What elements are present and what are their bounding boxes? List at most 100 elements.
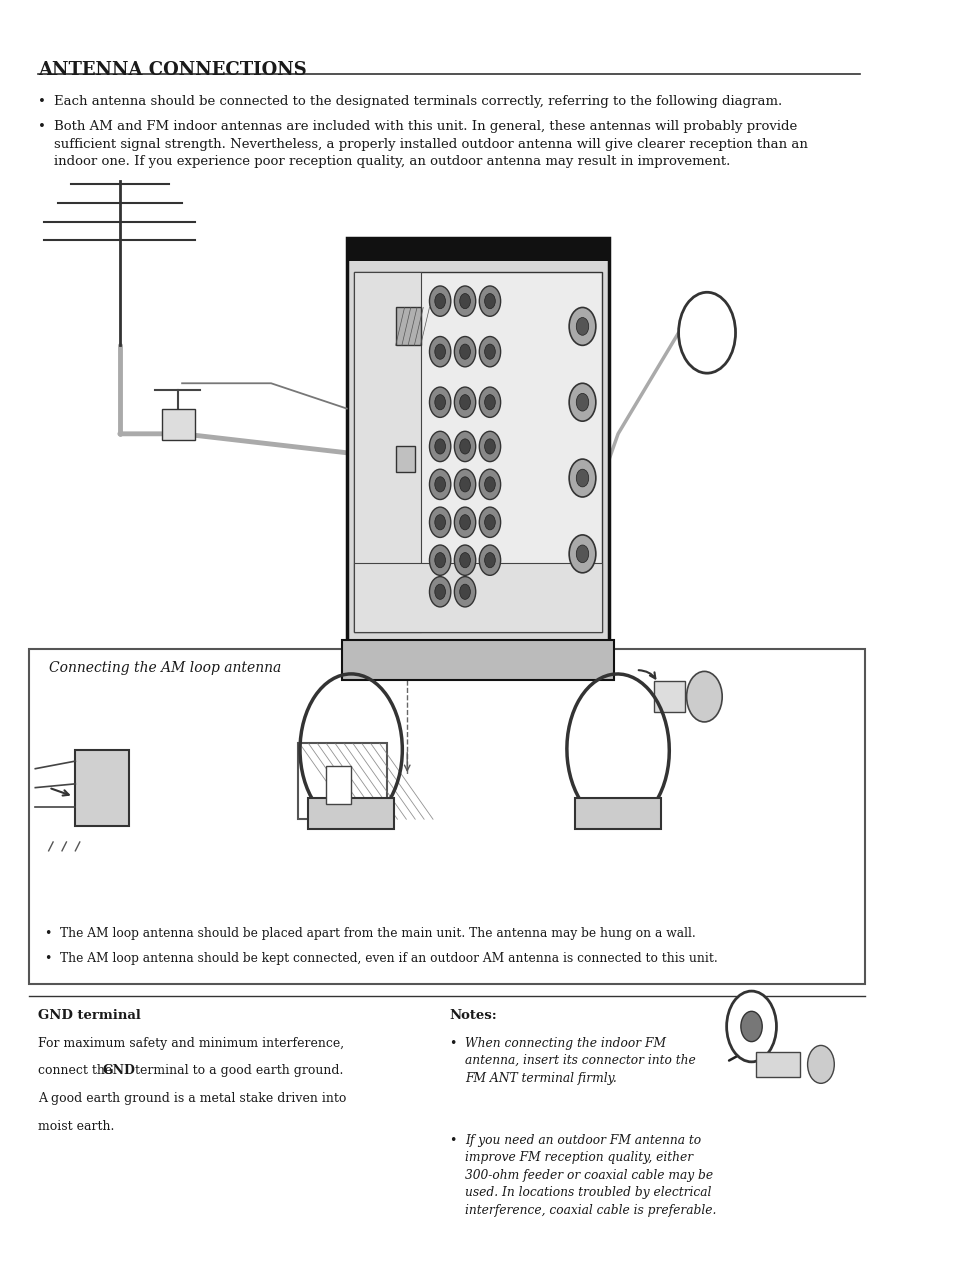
Circle shape — [435, 394, 445, 410]
Text: TAPE 2: TAPE 2 — [405, 557, 424, 562]
Circle shape — [478, 387, 500, 417]
Bar — [342, 640, 613, 681]
Bar — [346, 238, 609, 642]
Circle shape — [478, 337, 500, 366]
Bar — [653, 682, 684, 712]
Circle shape — [740, 1011, 761, 1042]
Circle shape — [484, 294, 495, 309]
Circle shape — [435, 477, 445, 492]
Text: REC OUT: REC OUT — [399, 589, 424, 594]
Text: moist earth.: moist earth. — [38, 1119, 114, 1133]
Circle shape — [429, 508, 451, 538]
Circle shape — [459, 439, 470, 454]
Circle shape — [484, 552, 495, 567]
Circle shape — [454, 508, 476, 538]
Circle shape — [429, 469, 451, 500]
Circle shape — [435, 294, 445, 309]
Bar — [395, 446, 415, 472]
Circle shape — [435, 552, 445, 567]
Circle shape — [459, 294, 470, 309]
Circle shape — [478, 469, 500, 500]
Circle shape — [569, 536, 596, 572]
Text: For maximum safety and minimum interference,: For maximum safety and minimum interfere… — [38, 1037, 344, 1049]
Circle shape — [484, 345, 495, 359]
Text: AUDIO SIGNAL: AUDIO SIGNAL — [384, 299, 424, 304]
Text: CD: CD — [416, 399, 424, 404]
Circle shape — [478, 508, 500, 538]
Text: FM
ANT: FM ANT — [365, 444, 381, 462]
Text: GND: GND — [364, 385, 382, 393]
Text: Each antenna should be connected to the designated terminals correctly, referrin: Each antenna should be connected to the … — [54, 95, 781, 108]
Text: •: • — [38, 121, 46, 134]
Circle shape — [454, 469, 476, 500]
Text: GND terminal: GND terminal — [38, 1009, 141, 1021]
Circle shape — [569, 308, 596, 346]
Circle shape — [459, 394, 470, 410]
Circle shape — [478, 286, 500, 317]
Circle shape — [454, 286, 476, 317]
Bar — [575, 798, 660, 829]
Bar — [75, 749, 129, 826]
Circle shape — [429, 576, 451, 607]
Text: A good earth ground is a metal stake driven into: A good earth ground is a metal stake dri… — [38, 1093, 346, 1105]
Circle shape — [435, 515, 445, 530]
Text: TAPE 1: TAPE 1 — [405, 482, 424, 487]
Bar — [326, 766, 351, 804]
Circle shape — [459, 477, 470, 492]
Circle shape — [807, 1046, 834, 1084]
Text: Notes:: Notes: — [449, 1009, 497, 1021]
Circle shape — [459, 345, 470, 359]
Circle shape — [569, 383, 596, 421]
Circle shape — [459, 552, 470, 567]
Text: terminal to a good earth ground.: terminal to a good earth ground. — [131, 1065, 342, 1077]
Circle shape — [429, 431, 451, 462]
Circle shape — [478, 431, 500, 462]
Text: connect the: connect the — [38, 1065, 116, 1077]
Text: Connecting the AM loop antenna: Connecting the AM loop antenna — [49, 661, 280, 675]
Circle shape — [429, 544, 451, 575]
Circle shape — [569, 459, 596, 497]
Text: •: • — [44, 926, 51, 940]
Text: ANTENNA CONNECTIONS: ANTENNA CONNECTIONS — [38, 61, 307, 79]
Circle shape — [576, 469, 588, 487]
Text: •: • — [449, 1133, 456, 1147]
Circle shape — [726, 991, 776, 1062]
Text: •: • — [44, 951, 51, 965]
Circle shape — [484, 394, 495, 410]
Circle shape — [576, 318, 588, 336]
Text: ⊕: ⊕ — [419, 585, 434, 603]
Circle shape — [429, 337, 451, 366]
Text: Both AM and FM indoor antennas are included with this unit. In general, these an: Both AM and FM indoor antennas are inclu… — [54, 121, 807, 168]
Bar — [297, 743, 386, 819]
Circle shape — [435, 345, 445, 359]
Text: TAPE PB: TAPE PB — [402, 444, 424, 449]
Text: PHONO: PHONO — [404, 350, 424, 354]
Circle shape — [435, 439, 445, 454]
Bar — [308, 798, 394, 829]
Bar — [755, 1052, 800, 1077]
Text: AM
ANT: AM ANT — [365, 318, 381, 335]
FancyBboxPatch shape — [29, 649, 864, 983]
Text: GND: GND — [102, 1065, 134, 1077]
Circle shape — [576, 393, 588, 411]
Bar — [354, 272, 420, 632]
Circle shape — [478, 544, 500, 575]
Circle shape — [429, 387, 451, 417]
Text: The AM loop antenna should be kept connected, even if an outdoor AM antenna is c: The AM loop antenna should be kept conne… — [60, 951, 718, 965]
Circle shape — [454, 337, 476, 366]
Circle shape — [435, 584, 445, 599]
Bar — [354, 272, 601, 632]
Circle shape — [454, 431, 476, 462]
Circle shape — [459, 584, 470, 599]
Circle shape — [454, 387, 476, 417]
Text: TAPE PB: TAPE PB — [402, 520, 424, 525]
Circle shape — [484, 439, 495, 454]
Bar — [161, 408, 195, 440]
Bar — [354, 562, 601, 632]
Circle shape — [429, 286, 451, 317]
Circle shape — [484, 477, 495, 492]
Circle shape — [484, 515, 495, 530]
Text: •: • — [38, 95, 46, 108]
Circle shape — [454, 544, 476, 575]
Circle shape — [454, 576, 476, 607]
